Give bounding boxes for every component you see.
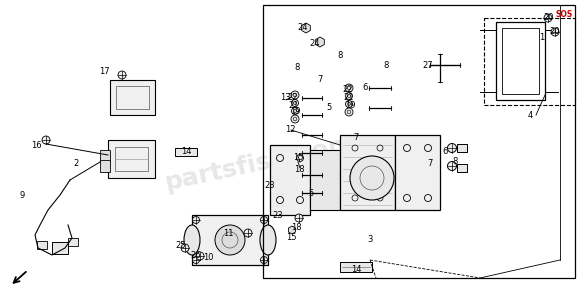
Bar: [457, 144, 467, 152]
Bar: [175, 148, 197, 156]
Bar: [502, 28, 539, 94]
Bar: [270, 145, 310, 215]
Bar: [310, 150, 340, 210]
Bar: [192, 215, 268, 265]
Circle shape: [346, 92, 353, 99]
Circle shape: [544, 14, 552, 22]
Circle shape: [196, 252, 204, 260]
Circle shape: [244, 229, 252, 237]
Text: 21: 21: [289, 101, 299, 110]
Circle shape: [261, 257, 268, 263]
Text: partsfish.com: partsfish.com: [163, 131, 357, 195]
Text: 2: 2: [73, 158, 79, 168]
Text: 14: 14: [181, 147, 191, 157]
Text: 8: 8: [453, 157, 458, 166]
Circle shape: [215, 225, 245, 255]
Text: 9: 9: [20, 192, 25, 200]
Bar: [340, 135, 395, 210]
Bar: [108, 140, 155, 178]
Text: 7: 7: [353, 133, 359, 142]
Text: 7: 7: [317, 75, 323, 84]
Circle shape: [291, 107, 298, 115]
Text: 8: 8: [294, 64, 299, 73]
Circle shape: [291, 115, 299, 123]
Circle shape: [42, 136, 50, 144]
Text: 20: 20: [544, 12, 554, 22]
Circle shape: [291, 91, 299, 99]
Circle shape: [192, 257, 199, 263]
Text: 13: 13: [280, 92, 290, 102]
Text: 17: 17: [99, 67, 109, 76]
Text: 16: 16: [31, 141, 41, 149]
Text: 3: 3: [367, 236, 373, 244]
Text: 21: 21: [344, 94, 354, 102]
Text: 8: 8: [338, 51, 343, 59]
Text: 8: 8: [383, 60, 388, 70]
Text: 6: 6: [442, 147, 448, 157]
Bar: [340, 262, 372, 272]
Ellipse shape: [260, 225, 276, 255]
Text: 15: 15: [286, 232, 297, 242]
Circle shape: [447, 144, 457, 152]
Circle shape: [192, 216, 199, 223]
Bar: [116, 86, 149, 109]
Text: 22: 22: [288, 92, 298, 102]
Circle shape: [261, 216, 268, 223]
Text: 4: 4: [527, 110, 532, 120]
Ellipse shape: [184, 225, 200, 255]
Text: 25: 25: [176, 242, 186, 250]
Text: 7: 7: [427, 158, 433, 168]
Bar: [115, 147, 148, 171]
Bar: [52, 242, 68, 254]
Bar: [100, 160, 110, 172]
Text: 14: 14: [351, 266, 361, 274]
Circle shape: [350, 156, 394, 200]
Bar: [100, 150, 110, 162]
Bar: [110, 80, 155, 115]
Bar: [484, 18, 575, 105]
Circle shape: [291, 99, 298, 107]
Circle shape: [181, 244, 189, 252]
Text: 26: 26: [191, 250, 201, 260]
Polygon shape: [316, 37, 324, 47]
Text: 18: 18: [291, 223, 301, 232]
Circle shape: [346, 101, 353, 107]
Bar: [263, 5, 575, 278]
Bar: [68, 238, 78, 246]
Text: 5: 5: [309, 189, 314, 197]
Text: 19: 19: [344, 101, 355, 110]
Circle shape: [345, 108, 353, 116]
Text: 22: 22: [343, 86, 353, 94]
Text: 20: 20: [550, 28, 560, 36]
Circle shape: [118, 71, 126, 79]
Text: 6: 6: [362, 83, 368, 92]
Circle shape: [345, 84, 353, 92]
Text: 10: 10: [203, 252, 213, 261]
Circle shape: [447, 162, 457, 170]
Circle shape: [551, 28, 559, 36]
Text: 15: 15: [292, 154, 303, 163]
Circle shape: [295, 214, 303, 222]
Bar: [457, 164, 467, 172]
Text: 23: 23: [265, 181, 275, 189]
Text: 18: 18: [294, 165, 304, 173]
Text: 12: 12: [285, 126, 295, 134]
Polygon shape: [302, 23, 310, 33]
Text: 24: 24: [298, 23, 308, 33]
Bar: [37, 241, 47, 249]
Text: 27: 27: [423, 60, 434, 70]
Text: 5: 5: [327, 104, 332, 112]
Text: 11: 11: [223, 229, 234, 237]
Text: 19: 19: [290, 107, 300, 117]
Polygon shape: [288, 226, 295, 234]
Text: 23: 23: [273, 210, 283, 220]
Bar: [496, 22, 545, 100]
Text: 1: 1: [539, 33, 544, 43]
Text: SOS: SOS: [556, 10, 573, 19]
Bar: [395, 135, 440, 210]
Text: 24: 24: [310, 38, 320, 47]
